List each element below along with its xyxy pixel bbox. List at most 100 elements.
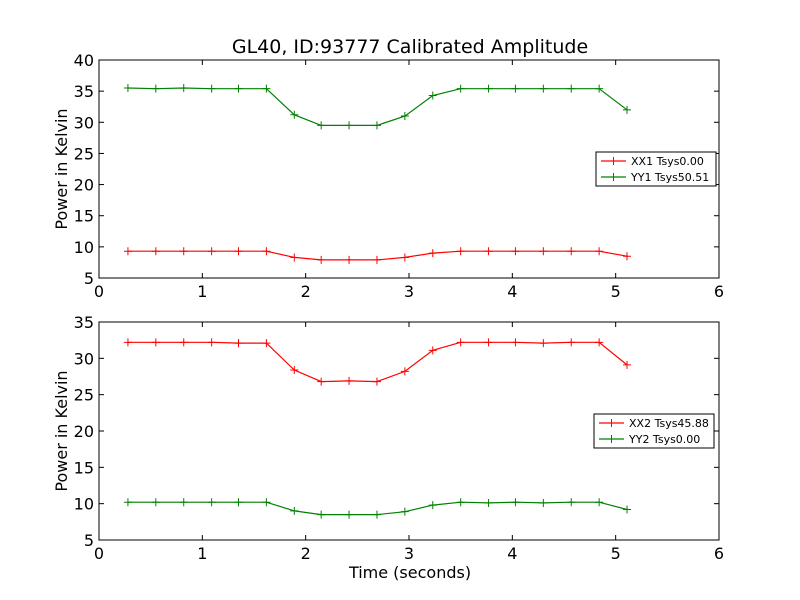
data-point [539, 247, 548, 256]
data-point [484, 84, 493, 93]
data-point [595, 84, 604, 93]
data-point [179, 338, 188, 347]
data-point [511, 247, 520, 256]
data-point [207, 247, 216, 256]
legend-marker [607, 435, 616, 443]
x-tick-label: 1 [197, 544, 207, 563]
data-point [400, 507, 409, 516]
data-point [179, 498, 188, 507]
data-point [372, 510, 381, 519]
legend-marker [607, 419, 616, 427]
data-point [484, 498, 493, 507]
y-tick-label: 30 [74, 113, 94, 132]
data-point [262, 339, 271, 348]
x-tick-label: 0 [94, 282, 104, 301]
data-point [456, 338, 465, 347]
x-tick-label: 0 [94, 544, 104, 563]
x-tick-label: 4 [507, 544, 517, 563]
y-tick-label: 10 [74, 495, 94, 514]
data-point [567, 84, 576, 93]
data-point [151, 338, 160, 347]
legend-marker [609, 173, 618, 181]
x-tick-label: 6 [714, 544, 724, 563]
data-point [456, 84, 465, 93]
x-tick-label: 2 [301, 544, 311, 563]
x-tick-label: 3 [404, 282, 414, 301]
legend-box [593, 413, 715, 449]
data-point [484, 338, 493, 347]
data-point [400, 367, 409, 376]
top-subplot: 0 1 2 3 4 5 6 5 10 15 20 25 30 35 40 Power in Kelvin XX1… [52, 51, 724, 301]
data-point [317, 377, 326, 386]
data-point [623, 105, 632, 114]
data-point [234, 247, 243, 256]
data-point [372, 121, 381, 130]
data-point [428, 501, 437, 510]
data-point [234, 498, 243, 507]
data-point [151, 84, 160, 93]
data-point [151, 498, 160, 507]
y-tick-label: 35 [74, 82, 94, 101]
data-point [428, 91, 437, 100]
data-point [345, 121, 354, 130]
data-point [151, 247, 160, 256]
data-point [290, 110, 299, 119]
y-tick-label: 30 [74, 349, 94, 368]
data-point [317, 255, 326, 264]
data-point [290, 253, 299, 262]
data-point [400, 253, 409, 262]
data-point [234, 84, 243, 93]
y-tick-label: 40 [74, 51, 94, 70]
y-tick-label: 5 [84, 269, 94, 288]
data-point [567, 338, 576, 347]
legend-marker [609, 157, 618, 165]
legend-label: XX2 Tsys45.88 [629, 417, 709, 430]
data-point [207, 338, 216, 347]
y-axis-title: Power in Kelvin [52, 370, 71, 491]
data-point [123, 247, 132, 256]
y-tick-label: 35 [74, 313, 94, 332]
data-point [372, 377, 381, 386]
x-tick-label: 3 [404, 544, 414, 563]
data-point [484, 247, 493, 256]
y-tick-label: 15 [74, 207, 94, 226]
data-point [290, 365, 299, 374]
x-tick-label: 1 [197, 282, 207, 301]
data-point [623, 505, 632, 514]
data-point [179, 247, 188, 256]
y-tick-label: 25 [74, 144, 94, 163]
x-tick-label: 6 [714, 282, 724, 301]
data-point [290, 506, 299, 515]
data-point [262, 247, 271, 256]
data-point [456, 498, 465, 507]
legend-box [595, 151, 717, 187]
data-point [123, 84, 132, 93]
data-point [567, 498, 576, 507]
data-point [345, 255, 354, 264]
y-axis-title: Power in Kelvin [52, 108, 71, 229]
data-point [345, 376, 354, 385]
x-tick-label: 5 [611, 282, 621, 301]
legend-label: XX1 Tsys0.00 [631, 155, 704, 168]
data-point [179, 84, 188, 93]
data-point [428, 346, 437, 355]
data-point [595, 247, 604, 256]
data-point [511, 84, 520, 93]
data-point [317, 121, 326, 130]
data-point [595, 498, 604, 507]
y-tick-label: 10 [74, 238, 94, 257]
data-point [428, 249, 437, 258]
legend-label: YY2 Tsys0.00 [628, 433, 700, 446]
x-tick-label: 2 [301, 282, 311, 301]
data-point [456, 247, 465, 256]
data-point [207, 84, 216, 93]
data-point [623, 252, 632, 261]
chart-title: GL40, ID:93777 Calibrated Amplitude [232, 36, 588, 58]
data-point [262, 84, 271, 93]
legend-label: YY1 Tsys50.51 [630, 171, 709, 184]
y-tick-label: 5 [84, 531, 94, 550]
bottom-subplot: 0 1 2 3 4 5 6 5 10 15 20 25 30 35 Power in Kelvin XX2 T… [52, 313, 724, 563]
data-point [317, 510, 326, 519]
data-point [595, 338, 604, 347]
